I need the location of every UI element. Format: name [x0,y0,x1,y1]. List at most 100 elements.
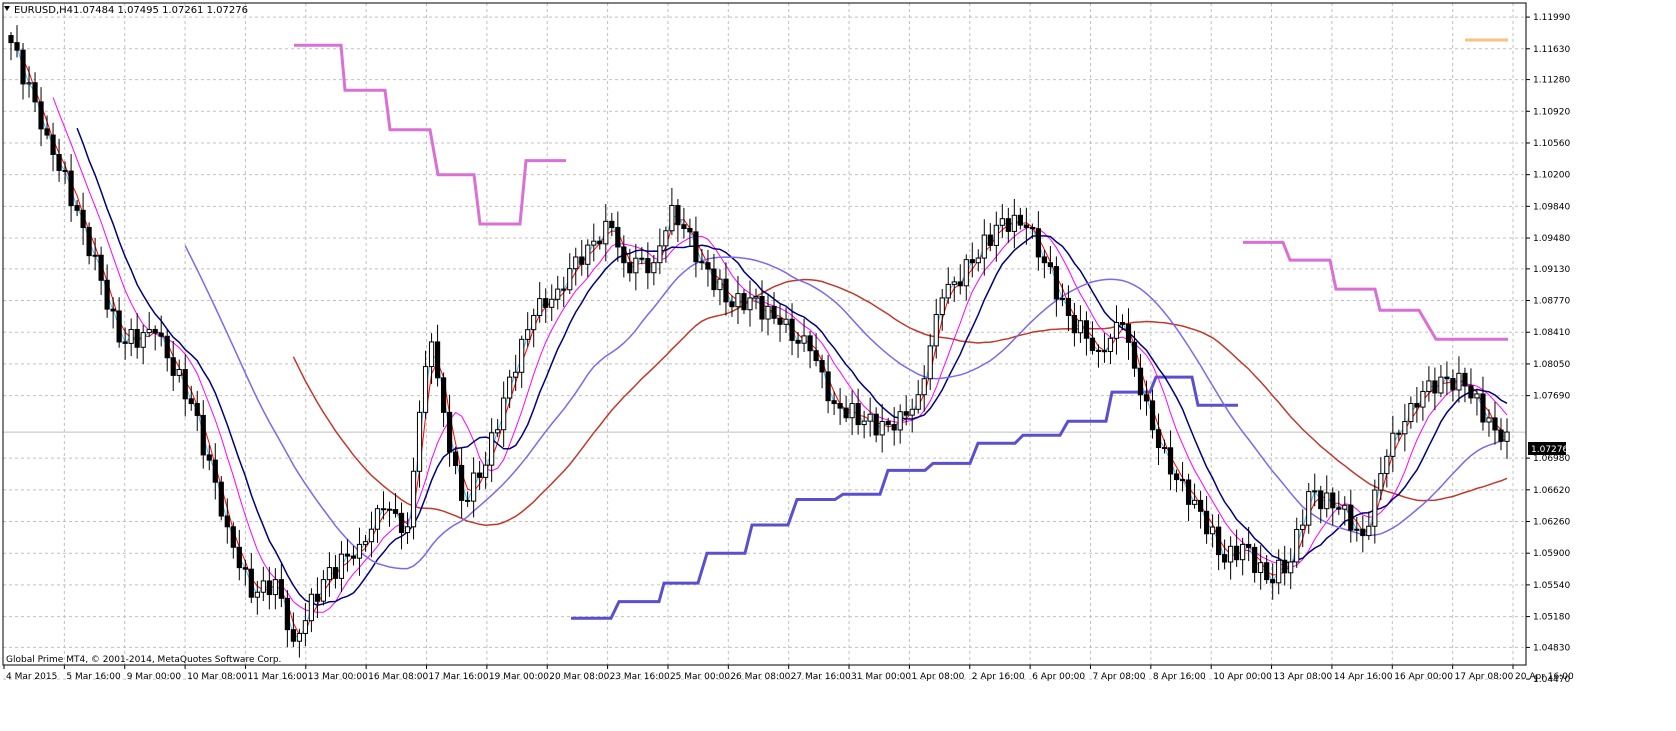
candle-body [68,170,74,207]
x-tick-label: 4 Mar 2015 [6,672,57,682]
y-tick-label: 1.05180 [1533,613,1570,623]
candle-body [921,378,927,396]
candle-body [212,459,218,483]
candle-body [50,134,56,155]
candle-body [362,541,369,545]
candle-body [1384,455,1390,475]
x-tick-label: 6 Apr 00:00 [1032,672,1085,682]
candle-body [969,259,975,264]
candle-body [1155,429,1162,449]
candle-body [374,508,381,530]
candle-body [1137,367,1144,396]
x-tick-label: 7 Apr 08:00 [1092,672,1145,682]
candle-body [152,328,158,334]
candle-body [104,279,110,310]
candle-body [717,278,723,291]
candle-body [1390,432,1396,457]
candle-body [1077,320,1084,334]
grid [3,3,1526,680]
axes: 1.11990 1.11630 1.11280 1.10920 1.10560 1.102… [2,2,1574,685]
candle-body [1179,479,1186,482]
candle-body [8,35,14,44]
candle-body [1372,489,1378,527]
candle-body [1216,526,1222,556]
candle-body [416,411,423,472]
candle-body [1366,525,1372,537]
candle-body [440,377,447,413]
candle-body [110,308,116,312]
candle-body [849,403,855,419]
candle-body [338,553,345,579]
candle-body [1468,385,1474,399]
candle-body [1270,579,1276,584]
bid-price-box [1528,442,1566,455]
candle-body [20,49,26,85]
x-tick-label: 31 Mar 00:00 [851,672,911,682]
candle-body [807,335,813,352]
candle-body [290,629,296,642]
x-tick-label: 25 Mar 00:00 [670,672,730,682]
copyright-label: Global Prime MT4, © 2001-2014, MetaQuote… [6,655,281,665]
candle-body [260,580,266,593]
candle-body [350,555,357,559]
candle-body [1203,510,1210,535]
candle-body [1312,490,1318,493]
y-tick-label: 1.09480 [1533,234,1570,244]
candle-body [1149,400,1156,431]
candle-body [687,227,693,233]
candle-body [1504,431,1510,442]
plot-frame [2,2,1527,666]
candle-body [885,420,891,426]
y-tick-label: 1.11280 [1533,76,1570,86]
candle-body [723,278,729,303]
candle-body [693,231,699,263]
candle-body [837,403,843,409]
x-tick-label: 2 Apr 16:00 [972,672,1025,682]
candle-body [392,509,399,514]
candle-body [1492,417,1498,431]
y-tick-label: 1.05540 [1533,581,1570,591]
candle-body [446,411,453,453]
candle-body [603,220,609,245]
candle-body [933,314,939,347]
candle-body [1210,526,1216,535]
y-tick-label: 1.10920 [1533,107,1570,117]
candle-body [344,553,351,557]
candle-body [669,204,675,232]
candle-body [1252,546,1258,573]
candle-body [314,593,321,602]
y-tick-label: 1.04830 [1533,643,1570,653]
candle-body [561,288,567,291]
candle-body [1294,528,1300,563]
candle-body [1330,492,1336,509]
candle-body [621,246,627,264]
candle-body [753,296,759,299]
candle-body [1420,390,1426,408]
candle-body [1059,297,1066,300]
y-tick-label: 1.11990 [1533,13,1570,23]
candle-body [1336,507,1342,510]
candle-body [651,262,657,274]
candle-body [1474,393,1480,399]
candle-body [633,257,639,274]
candle-body [489,432,495,466]
candle-body [356,543,363,559]
candle-body [645,258,651,274]
candle-body [513,371,519,378]
candle-body [242,567,248,570]
candle-body [981,234,987,259]
candle-body [801,335,807,344]
candle-body [1065,297,1072,317]
candle-body [1306,491,1312,526]
y-tick-label: 1.08050 [1533,360,1570,370]
candle-body [1438,376,1444,394]
x-tick-label: 26 Mar 08:00 [730,672,790,682]
candle-body [128,328,134,344]
y-tick-label: 1.10560 [1533,139,1570,149]
candle-body [1360,528,1366,537]
candle-body [1288,561,1294,574]
candle-body [86,226,92,257]
candle-body [1191,499,1198,505]
